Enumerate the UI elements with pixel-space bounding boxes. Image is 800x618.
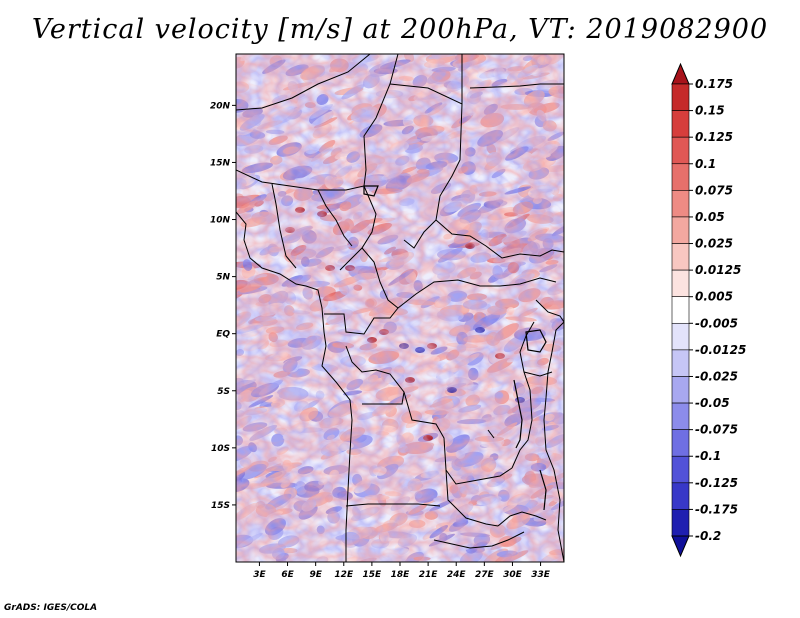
colorbar-segment <box>671 216 690 244</box>
colorbar-label: 0.025 <box>695 237 733 251</box>
lat-tick-label: EQ <box>216 330 230 340</box>
colorbar-label: 0.125 <box>695 130 733 144</box>
lat-tick-label: 15N <box>210 158 231 168</box>
lat-tick-label: 5S <box>217 387 230 397</box>
colorbar-label: 0.15 <box>695 104 725 118</box>
lon-tick-label: 33E <box>531 570 551 580</box>
colorbar-label: -0.2 <box>695 529 721 543</box>
lon-tick-label: 24E <box>447 570 467 580</box>
colorbar-label: 0.05 <box>695 210 725 224</box>
colorbar-label: -0.05 <box>695 396 730 410</box>
lon-tick-label: 3E <box>253 570 266 580</box>
colorbar-label: 0.0125 <box>695 263 741 277</box>
colorbar-segment <box>671 429 690 457</box>
lon-tick-label: 15E <box>363 570 383 580</box>
lat-tick-label: 10S <box>211 444 230 454</box>
lon-tick-label: 30E <box>503 570 523 580</box>
lat-tick-label: 5N <box>216 273 230 283</box>
lon-tick-label: 6E <box>281 570 294 580</box>
colorbar-segment <box>671 296 690 324</box>
colorbar-label: 0.175 <box>695 77 733 91</box>
country-borders <box>236 54 564 562</box>
colorbar-segment <box>671 322 690 351</box>
colorbar-label: -0.125 <box>695 476 738 490</box>
lat-tick-label: 10N <box>210 216 231 226</box>
lake-tanganyika <box>513 379 523 449</box>
longitude-axis: 3E 6E 9E 12E 15E 18E 21E 24E 27E 30E 33E <box>253 562 551 580</box>
colorbar: 0.175 0.15 0.125 0.1 0.075 0.05 0.025 0.0125 0.0… <box>671 62 746 558</box>
colorbar-label: -0.005 <box>695 316 738 330</box>
colorbar-segment <box>671 349 690 377</box>
map-title: Vertical velocity [m/s] at 200hPa, VT: 2… <box>31 14 769 45</box>
colorbar-label: -0.175 <box>695 502 738 516</box>
colorbar-top-arrow <box>671 62 690 85</box>
colorbar-segment <box>671 455 690 484</box>
colorbar-label: 0.005 <box>695 290 733 304</box>
colorbar-segment <box>671 243 690 271</box>
colorbar-label: 0.1 <box>695 157 716 171</box>
colorbar-segment <box>671 83 690 111</box>
colorbar-label: -0.1 <box>695 449 721 463</box>
lake-malawi <box>539 469 547 511</box>
colorbar-segment <box>671 269 690 298</box>
colorbar-label: -0.075 <box>695 423 738 437</box>
colorbar-label: -0.0125 <box>695 343 746 357</box>
lake-chad <box>363 185 379 197</box>
colorbar-label: -0.025 <box>695 369 738 383</box>
coastline-west <box>236 211 353 562</box>
colorbar-segment <box>671 110 690 138</box>
lon-tick-label: 21E <box>419 570 439 580</box>
lon-tick-label: 9E <box>309 570 322 580</box>
lat-tick-label: 20N <box>210 101 231 111</box>
colorbar-segment <box>671 402 690 430</box>
colorbar-segment <box>671 163 690 191</box>
colorbar-segment <box>671 482 690 510</box>
grads-credit: GrADS: IGES/COLA <box>4 603 98 613</box>
lake-victoria <box>525 329 547 353</box>
lat-tick-label: 15S <box>211 501 230 511</box>
map-panel <box>236 54 564 562</box>
lon-tick-label: 12E <box>334 570 354 580</box>
latitude-axis: 20N 15N 10N 5N EQ 5S 10S 15S <box>210 101 236 511</box>
lon-tick-label: 27E <box>475 570 495 580</box>
coastline-east <box>543 321 564 562</box>
colorbar-segment <box>671 190 690 218</box>
lon-tick-label: 18E <box>391 570 411 580</box>
lakes <box>363 185 547 511</box>
colorbar-segment <box>671 136 690 165</box>
field-texture-red <box>236 54 564 562</box>
colorbar-bottom-arrow <box>671 535 690 558</box>
colorbar-segment <box>671 509 690 537</box>
colorbar-label: 0.075 <box>695 183 733 197</box>
colorbar-segment <box>671 376 690 404</box>
